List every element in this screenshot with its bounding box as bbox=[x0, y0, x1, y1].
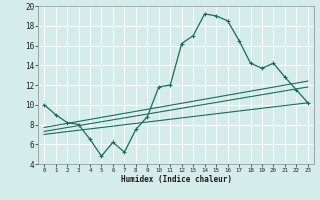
X-axis label: Humidex (Indice chaleur): Humidex (Indice chaleur) bbox=[121, 175, 231, 184]
